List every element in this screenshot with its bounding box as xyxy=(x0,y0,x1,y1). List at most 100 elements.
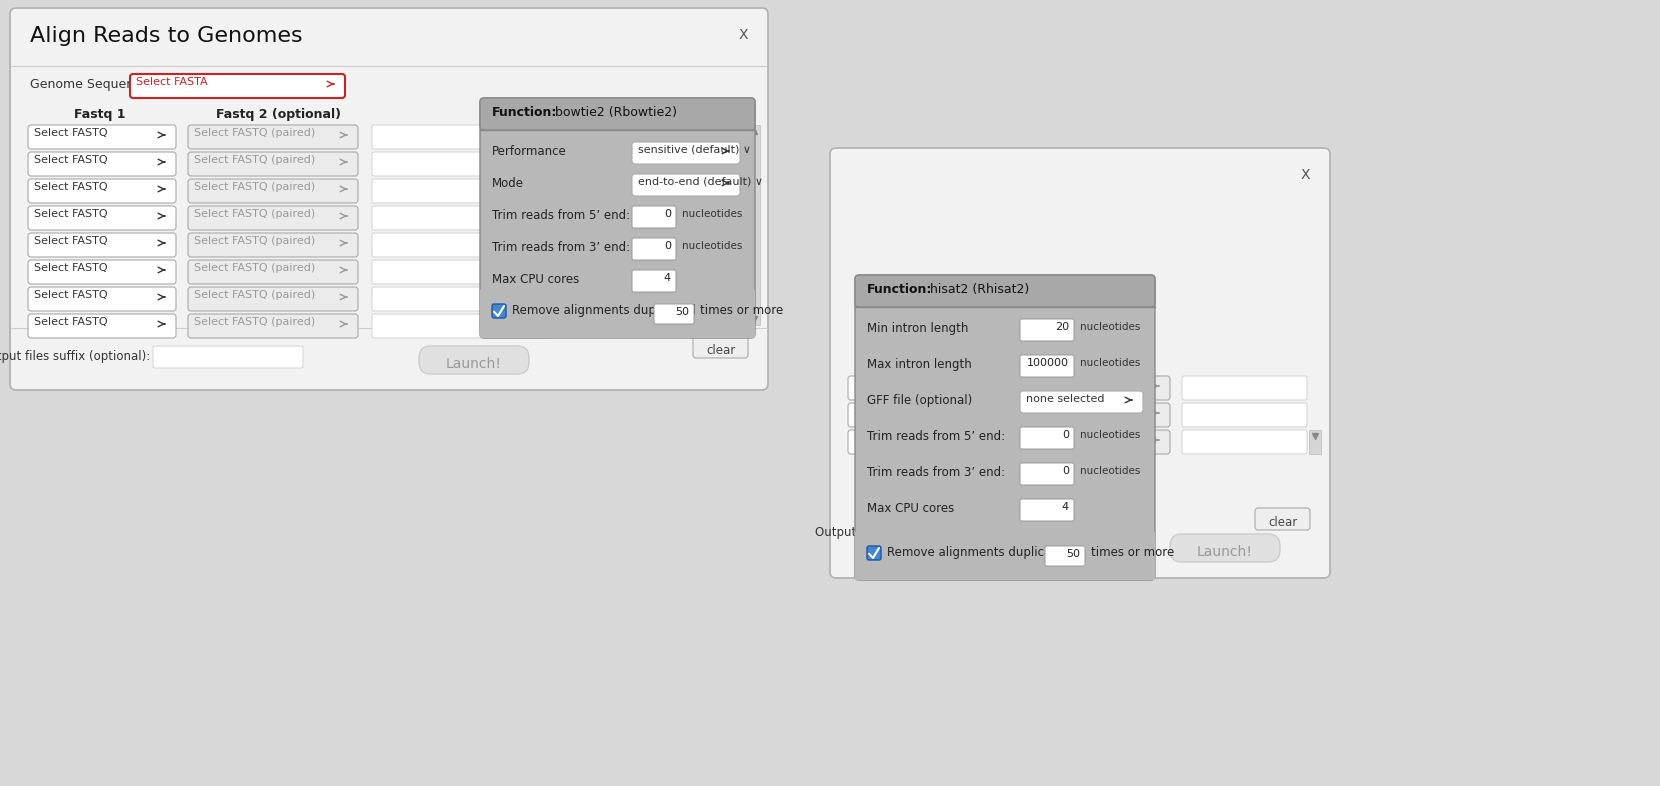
Text: nucleotides: nucleotides xyxy=(1081,358,1140,368)
FancyBboxPatch shape xyxy=(692,336,749,358)
Text: Select FASTQ (paired): Select FASTQ (paired) xyxy=(1021,433,1142,443)
FancyBboxPatch shape xyxy=(372,125,548,149)
Text: clear: clear xyxy=(1268,516,1298,529)
Text: Select FASTQ (paired): Select FASTQ (paired) xyxy=(1021,406,1142,416)
Text: hisat2 (Rhisat2): hisat2 (Rhisat2) xyxy=(930,283,1029,296)
FancyBboxPatch shape xyxy=(480,98,755,130)
FancyBboxPatch shape xyxy=(188,260,359,284)
Text: nucleotides: nucleotides xyxy=(682,241,742,251)
FancyBboxPatch shape xyxy=(153,346,304,368)
Text: Min intron length: Min intron length xyxy=(867,322,968,335)
Text: Trim reads from 5’ end:: Trim reads from 5’ end: xyxy=(491,209,631,222)
Text: Fastq 2 (optional): Fastq 2 (optional) xyxy=(216,108,340,121)
Text: Remove alignments duplicated: Remove alignments duplicated xyxy=(886,546,1071,559)
FancyBboxPatch shape xyxy=(418,346,530,374)
FancyBboxPatch shape xyxy=(1019,355,1074,377)
Text: Function:: Function: xyxy=(867,283,933,296)
FancyBboxPatch shape xyxy=(372,287,548,311)
Text: Remove alignments duplicated: Remove alignments duplicated xyxy=(511,304,696,317)
Text: Select FASTQ: Select FASTQ xyxy=(33,263,108,273)
Text: Performance: Performance xyxy=(491,145,566,158)
Text: Sample Label: Sample Label xyxy=(533,108,627,121)
Text: 0: 0 xyxy=(664,241,671,251)
FancyBboxPatch shape xyxy=(1014,376,1170,400)
FancyBboxPatch shape xyxy=(28,287,176,311)
FancyBboxPatch shape xyxy=(1046,546,1086,566)
FancyBboxPatch shape xyxy=(848,376,1003,400)
FancyBboxPatch shape xyxy=(28,260,176,284)
Text: Launch!: Launch! xyxy=(447,357,501,371)
FancyBboxPatch shape xyxy=(188,206,359,230)
Text: Select FASTQ (paired): Select FASTQ (paired) xyxy=(194,128,315,138)
FancyBboxPatch shape xyxy=(1014,430,1170,454)
FancyBboxPatch shape xyxy=(1019,463,1074,485)
Text: Select FASTQ: Select FASTQ xyxy=(33,155,108,165)
Text: times or more: times or more xyxy=(1091,546,1174,559)
Text: times or more: times or more xyxy=(701,304,784,317)
FancyBboxPatch shape xyxy=(1019,391,1144,413)
FancyBboxPatch shape xyxy=(129,74,345,98)
FancyBboxPatch shape xyxy=(28,152,176,176)
Text: Launch!: Launch! xyxy=(1197,545,1253,559)
Text: Align Reads to Genomes: Align Reads to Genomes xyxy=(30,26,302,46)
Text: Genome Sequence:: Genome Sequence: xyxy=(30,78,153,91)
Bar xyxy=(855,532,1155,580)
FancyBboxPatch shape xyxy=(28,179,176,203)
Text: Select FASTQ: Select FASTQ xyxy=(33,182,108,192)
Bar xyxy=(1310,430,1321,454)
FancyBboxPatch shape xyxy=(654,304,694,324)
Text: Select FASTQ (paired): Select FASTQ (paired) xyxy=(194,317,315,327)
FancyBboxPatch shape xyxy=(188,125,359,149)
Text: Select FASTQ (paired): Select FASTQ (paired) xyxy=(194,263,315,273)
FancyBboxPatch shape xyxy=(1019,319,1074,341)
FancyBboxPatch shape xyxy=(848,403,1003,427)
Text: X: X xyxy=(739,28,749,42)
Text: bowtie2 (Rbowtie2): bowtie2 (Rbowtie2) xyxy=(554,106,677,119)
FancyBboxPatch shape xyxy=(988,522,1129,544)
Text: Select FASTQ (paired): Select FASTQ (paired) xyxy=(194,236,315,246)
FancyBboxPatch shape xyxy=(188,287,359,311)
Text: clear: clear xyxy=(707,344,735,357)
FancyBboxPatch shape xyxy=(491,304,506,318)
Text: Select FASTQ: Select FASTQ xyxy=(853,433,928,443)
FancyBboxPatch shape xyxy=(28,314,176,338)
Text: 20: 20 xyxy=(1054,322,1069,332)
Text: 0: 0 xyxy=(1062,430,1069,440)
Text: nucleotides: nucleotides xyxy=(1081,430,1140,440)
FancyBboxPatch shape xyxy=(1182,403,1306,427)
FancyBboxPatch shape xyxy=(830,148,1330,578)
Text: Max CPU cores: Max CPU cores xyxy=(491,273,579,286)
FancyBboxPatch shape xyxy=(28,206,176,230)
Text: 50: 50 xyxy=(1066,549,1081,559)
Text: nucleotides: nucleotides xyxy=(1081,466,1140,476)
Text: end-to-end (default) ∨: end-to-end (default) ∨ xyxy=(637,177,764,187)
Text: Trim reads from 5’ end:: Trim reads from 5’ end: xyxy=(867,430,1004,443)
FancyBboxPatch shape xyxy=(372,179,548,203)
Bar xyxy=(480,290,755,338)
Text: Select FASTQ (paired): Select FASTQ (paired) xyxy=(194,209,315,219)
Text: Select FASTQ: Select FASTQ xyxy=(33,209,108,219)
Bar xyxy=(749,125,760,325)
Text: 4: 4 xyxy=(664,273,671,283)
Text: Select FASTQ: Select FASTQ xyxy=(853,379,928,389)
FancyBboxPatch shape xyxy=(372,233,548,257)
Text: Max intron length: Max intron length xyxy=(867,358,971,371)
FancyBboxPatch shape xyxy=(372,314,548,338)
FancyBboxPatch shape xyxy=(372,152,548,176)
FancyBboxPatch shape xyxy=(28,233,176,257)
FancyBboxPatch shape xyxy=(480,98,755,338)
Text: Select FASTQ (paired): Select FASTQ (paired) xyxy=(1021,379,1142,389)
Text: Select FASTQ: Select FASTQ xyxy=(33,317,108,327)
Text: 0: 0 xyxy=(664,209,671,219)
Text: none selected: none selected xyxy=(1026,394,1104,404)
FancyBboxPatch shape xyxy=(1182,376,1306,400)
Text: Max CPU cores: Max CPU cores xyxy=(867,502,954,515)
Text: Select FASTQ: Select FASTQ xyxy=(33,290,108,300)
Text: GFF file (optional): GFF file (optional) xyxy=(867,394,973,407)
FancyBboxPatch shape xyxy=(855,275,1155,580)
Text: 100000: 100000 xyxy=(1028,358,1069,368)
FancyBboxPatch shape xyxy=(1170,534,1280,562)
FancyBboxPatch shape xyxy=(188,152,359,176)
Text: Select FASTQ (paired): Select FASTQ (paired) xyxy=(194,290,315,300)
Text: Select FASTA: Select FASTA xyxy=(136,77,208,87)
